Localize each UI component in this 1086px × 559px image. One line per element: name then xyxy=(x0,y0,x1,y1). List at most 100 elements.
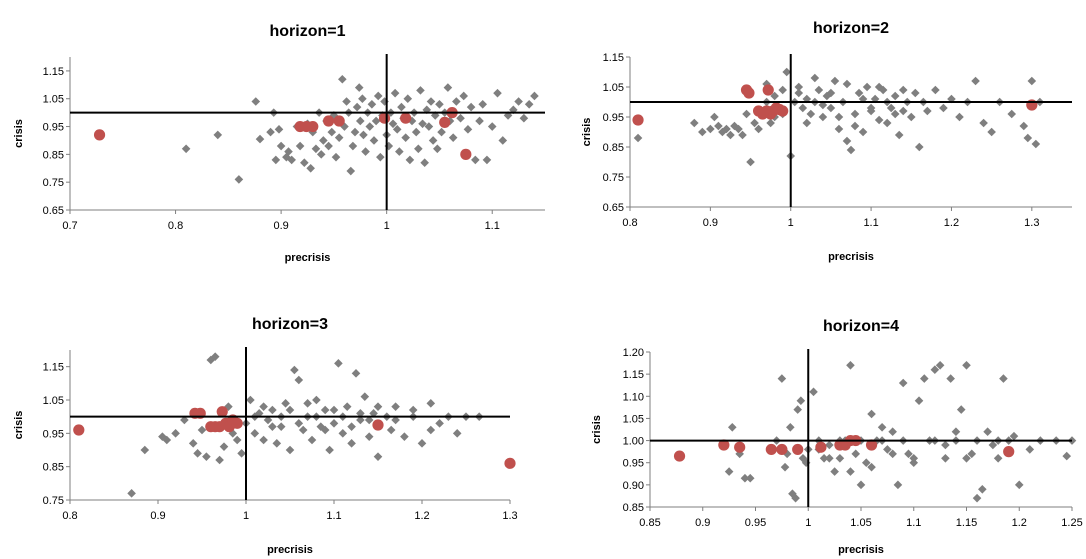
data-point-diamond xyxy=(746,157,755,167)
data-point-diamond xyxy=(738,130,747,140)
data-point-diamond xyxy=(369,409,378,418)
data-point-diamond xyxy=(416,86,425,95)
data-point-circle xyxy=(743,87,755,99)
data-point-diamond xyxy=(941,440,950,450)
data-point-diamond xyxy=(276,422,286,431)
data-point-diamond xyxy=(754,124,763,134)
data-point-diamond xyxy=(287,155,296,165)
data-point-diamond xyxy=(493,88,502,98)
data-point-diamond xyxy=(426,399,436,408)
data-point-diamond xyxy=(830,467,839,476)
data-point-diamond xyxy=(939,103,948,113)
data-point-diamond xyxy=(354,83,364,92)
data-point-diamond xyxy=(347,422,356,431)
data-point-diamond xyxy=(285,445,295,455)
data-point-diamond xyxy=(798,103,808,113)
x-tick-label: 0.8 xyxy=(622,217,637,229)
data-point-diamond xyxy=(793,405,802,414)
data-point-diamond xyxy=(202,452,211,461)
x-tick-label: 1 xyxy=(384,220,390,232)
data-point-diamond xyxy=(294,419,304,428)
data-point-diamond xyxy=(826,88,836,98)
data-point-diamond xyxy=(334,133,344,142)
data-point-diamond xyxy=(791,493,800,503)
data-point-diamond xyxy=(1014,480,1024,490)
data-point-diamond xyxy=(263,415,273,425)
data-point-diamond xyxy=(898,85,908,95)
data-point-diamond xyxy=(935,360,945,370)
data-point-diamond xyxy=(1009,431,1019,441)
data-point-diamond xyxy=(920,374,929,383)
data-point-diamond xyxy=(689,118,699,128)
x-axis-label: precrisis xyxy=(285,252,331,264)
x-tick-label: 1.05 xyxy=(850,517,871,529)
data-point-diamond xyxy=(334,359,343,368)
x-tick-label: 0.95 xyxy=(745,517,766,529)
data-point-circle xyxy=(307,120,319,133)
data-point-diamond xyxy=(316,422,326,431)
data-point-diamond xyxy=(364,432,374,441)
data-point-diamond xyxy=(909,453,919,463)
data-point-diamond xyxy=(365,122,375,131)
data-point-diamond xyxy=(798,453,808,463)
chart-title: horizon=2 xyxy=(813,20,889,37)
data-point-diamond xyxy=(127,489,136,498)
data-point-diamond xyxy=(371,116,381,126)
data-point-circle xyxy=(439,116,451,128)
data-point-diamond xyxy=(856,480,866,490)
data-point-diamond xyxy=(858,127,868,137)
y-tick-label: 0.65 xyxy=(603,202,624,214)
data-point-circle xyxy=(460,148,472,160)
data-point-diamond xyxy=(463,125,473,134)
data-point-diamond xyxy=(435,419,444,428)
data-point-diamond xyxy=(972,493,982,503)
data-point-circle xyxy=(762,84,774,96)
data-point-circle xyxy=(93,129,106,141)
y-tick-label: 1.15 xyxy=(43,66,64,78)
data-point-diamond xyxy=(417,439,427,448)
chart-title: horizon=4 xyxy=(823,318,899,335)
data-point-diamond xyxy=(414,144,423,154)
data-point-diamond xyxy=(802,118,812,128)
data-point-diamond xyxy=(866,106,876,116)
chart-panel-4: horizon=4 0.85 0.9 0.95 1 1.05 1.1 1.15 1.2 1.25 0… xyxy=(591,318,1083,556)
data-point-diamond xyxy=(424,122,434,131)
data-point-diamond xyxy=(268,405,277,415)
x-tick-label: 1.2 xyxy=(414,510,429,522)
data-point-diamond xyxy=(219,442,229,451)
y-tick-label: 0.75 xyxy=(603,172,624,184)
data-point-diamond xyxy=(971,76,980,86)
y-axis-label: crisis xyxy=(13,411,25,440)
data-point-diamond xyxy=(818,112,828,122)
data-point-diamond xyxy=(391,402,400,411)
data-point-diamond xyxy=(830,76,840,86)
data-point-diamond xyxy=(405,155,415,165)
data-point-diamond xyxy=(356,409,365,418)
y-tick-label: 0.85 xyxy=(603,142,624,154)
x-tick-label: 1.25 xyxy=(1061,517,1082,529)
data-point-diamond xyxy=(842,79,852,89)
data-point-diamond xyxy=(180,415,189,425)
data-point-diamond xyxy=(251,97,261,106)
data-point-diamond xyxy=(181,144,191,154)
data-point-diamond xyxy=(874,115,884,125)
data-point-diamond xyxy=(962,453,971,463)
data-point-diamond xyxy=(909,458,919,468)
data-point-diamond xyxy=(448,133,458,142)
data-point-diamond xyxy=(740,473,750,483)
data-point-diamond xyxy=(290,365,299,375)
data-point-diamond xyxy=(888,449,897,459)
data-point-diamond xyxy=(390,88,400,98)
data-point-diamond xyxy=(734,124,743,134)
x-axis-label: precrisis xyxy=(838,544,884,556)
data-point-diamond xyxy=(993,453,1003,463)
data-point-diamond xyxy=(955,112,964,122)
chart-title: horizon=1 xyxy=(269,23,345,40)
data-point-diamond xyxy=(246,395,255,405)
data-point-diamond xyxy=(722,124,731,134)
data-point-diamond xyxy=(162,435,172,445)
data-point-diamond xyxy=(401,133,410,142)
data-point-diamond xyxy=(514,97,523,106)
data-point-circle xyxy=(815,441,827,453)
data-point-diamond xyxy=(255,134,265,144)
